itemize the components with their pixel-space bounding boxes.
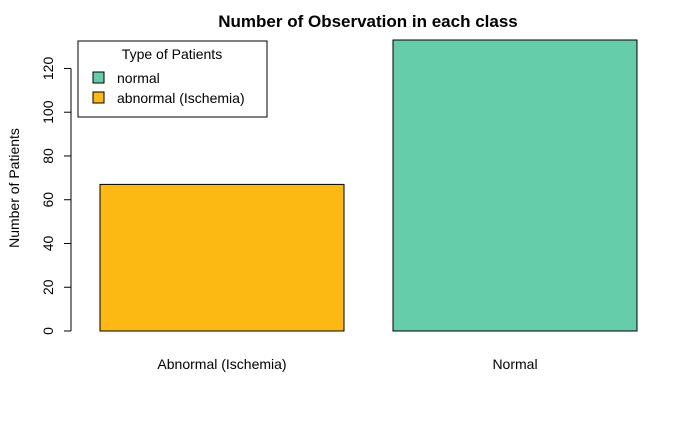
- y-axis: 0 20 40 60 80 100 120: [40, 57, 72, 335]
- legend-swatch-normal: [92, 71, 105, 84]
- y-tick-label: 40: [40, 235, 56, 251]
- x-category-label: Abnormal (Ischemia): [157, 356, 286, 372]
- x-category-label: Normal: [492, 356, 537, 372]
- y-axis-label: Number of Patients: [6, 128, 22, 248]
- y-tick-label: 100: [40, 100, 56, 124]
- y-tick-label: 80: [40, 148, 56, 164]
- y-tick-label: 0: [40, 327, 56, 335]
- y-tick-label: 60: [40, 192, 56, 208]
- legend-swatch-abnormal: [92, 91, 105, 104]
- bars-group: [99, 39, 638, 332]
- bar: [99, 183, 345, 332]
- legend-box: [77, 40, 268, 118]
- legend-label-abnormal: abnormal (Ischemia): [117, 90, 245, 106]
- legend: Type of Patients normal abnormal (Ischem…: [77, 40, 268, 118]
- y-tick-label: 120: [40, 57, 56, 81]
- bar: [392, 39, 638, 332]
- y-tick-label: 20: [40, 279, 56, 295]
- legend-label-normal: normal: [117, 70, 160, 86]
- legend-title: Type of Patients: [122, 46, 222, 62]
- x-axis-labels: Abnormal (Ischemia) Normal: [157, 356, 537, 372]
- chart-title: Number of Observation in each class: [218, 12, 517, 31]
